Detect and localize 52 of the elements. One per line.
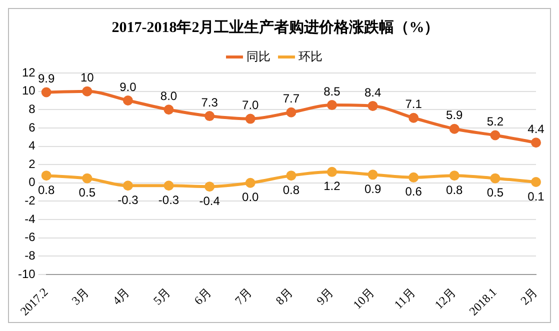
data-label: 0.9 xyxy=(364,182,382,196)
data-label: 0.8 xyxy=(38,182,56,197)
data-label: 0.8 xyxy=(446,182,464,197)
x-tick-label: 3月 xyxy=(68,285,92,308)
x-tick-label: 10月 xyxy=(350,285,378,312)
y-tick-label: -6 xyxy=(24,230,36,244)
x-tick-label: 9月 xyxy=(314,285,336,308)
data-label: 0.0 xyxy=(242,190,260,204)
data-label: -0.4 xyxy=(199,194,220,208)
data-label: 7.7 xyxy=(282,92,300,106)
data-label: 8.0 xyxy=(160,88,178,103)
y-tick-label: 8 xyxy=(28,102,36,116)
data-label: 7.3 xyxy=(201,95,218,110)
x-tick-label: 2月 xyxy=(518,285,540,308)
data-label: 7.0 xyxy=(242,98,260,112)
y-tick-label: 0 xyxy=(28,175,36,190)
data-label: -0.3 xyxy=(158,192,180,207)
y-tick-label: -10 xyxy=(18,266,36,281)
x-tick-label: 4月 xyxy=(110,285,132,308)
y-tick-label: 10 xyxy=(22,84,36,98)
legend-label: 同比 xyxy=(246,49,270,64)
y-tick-label: -8 xyxy=(24,248,36,262)
data-label: 0.6 xyxy=(405,184,422,199)
data-label: -0.3 xyxy=(118,192,139,207)
data-label: 4.4 xyxy=(528,122,545,136)
x-tick-label: 6月 xyxy=(191,285,214,308)
data-label: 9.0 xyxy=(120,80,137,94)
data-label: 0.5 xyxy=(486,186,504,200)
data-label: 7.1 xyxy=(405,97,422,112)
y-tick-label: 6 xyxy=(28,120,36,134)
y-tick-label: 2 xyxy=(28,156,36,171)
data-label: 1.2 xyxy=(324,179,341,194)
data-label: 5.2 xyxy=(486,114,504,129)
chart-title: 2017-2018年2月工业生产者购进价格涨跌幅（%） xyxy=(112,18,440,36)
x-tick-label: 7月 xyxy=(232,285,255,308)
data-label: 0.8 xyxy=(282,182,300,197)
y-tick-label: -2 xyxy=(24,194,36,208)
data-label: 8.5 xyxy=(324,84,341,98)
y-tick-label: 4 xyxy=(28,138,36,153)
data-label: 8.4 xyxy=(364,85,382,100)
legend-label: 环比 xyxy=(298,49,322,64)
x-tick-label: 11月 xyxy=(391,285,418,312)
data-label: 0.5 xyxy=(78,186,96,200)
x-tick-label: 8月 xyxy=(272,285,296,308)
x-tick-label: 12月 xyxy=(432,285,459,312)
data-label: 10 xyxy=(80,70,94,85)
data-label: 0.1 xyxy=(528,189,545,204)
data-label: 9.9 xyxy=(38,72,56,86)
x-tick-label: 5月 xyxy=(150,285,174,308)
y-tick-label: 12 xyxy=(22,65,36,80)
data-label: 5.9 xyxy=(446,108,464,122)
y-tick-label: -4 xyxy=(24,212,36,226)
